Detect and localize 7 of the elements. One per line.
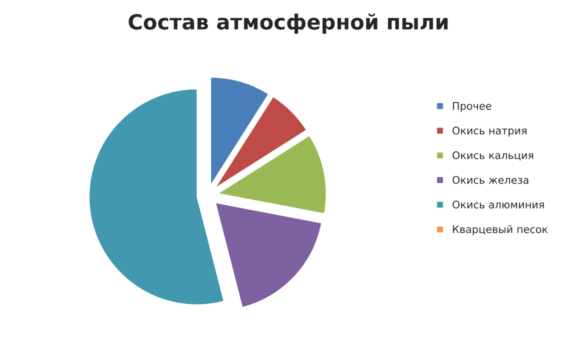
legend-label: Кварцевый песок (453, 225, 548, 236)
legend-label: Окись кальция (452, 151, 534, 160)
legend-label: Окись железа (452, 176, 528, 184)
legend-label: Окись натрия (452, 126, 526, 137)
legend-label: Окись алюминия (452, 200, 544, 209)
chart-title: Состав атмосферной пыли (128, 13, 448, 34)
legend-label: Прочее (453, 102, 492, 112)
